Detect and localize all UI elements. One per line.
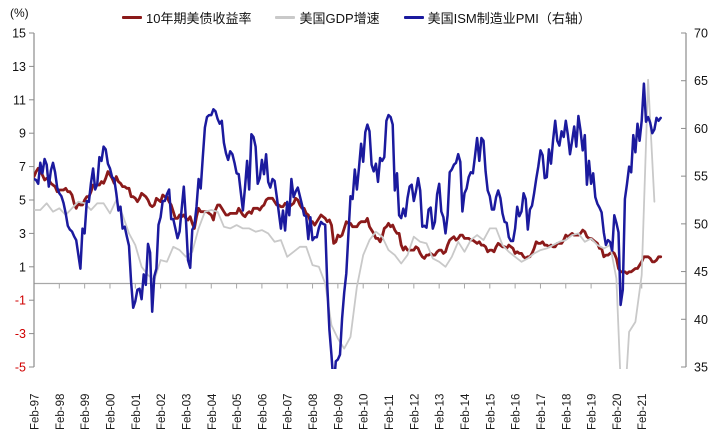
y-left-tick-label: 13 bbox=[12, 60, 26, 74]
x-axis-label: Feb-07 bbox=[283, 394, 295, 430]
y-left-tick-label: -5 bbox=[15, 361, 26, 375]
legend-swatch bbox=[122, 16, 142, 19]
x-axis-label: Feb-13 bbox=[435, 394, 447, 430]
y-right-tick-label: 55 bbox=[694, 170, 708, 184]
x-axis-label: Feb-18 bbox=[561, 394, 573, 430]
x-axis-label: Feb-02 bbox=[156, 394, 168, 430]
left-axis-unit-label: (%) bbox=[10, 6, 29, 20]
legend-label: 10年期美债收益率 bbox=[146, 11, 252, 26]
x-axis-label: Feb-20 bbox=[612, 394, 624, 430]
legend-swatch bbox=[275, 16, 296, 19]
x-axis-label: Feb-97 bbox=[30, 394, 42, 430]
x-axis-label: Feb-19 bbox=[587, 394, 599, 430]
x-axis-label: Feb-00 bbox=[105, 394, 117, 430]
y-left-tick-label: 7 bbox=[19, 160, 26, 174]
y-left-tick-label: 3 bbox=[19, 227, 26, 241]
x-axis-label: Feb-08 bbox=[308, 394, 320, 430]
y-right-tick-label: 70 bbox=[694, 27, 708, 41]
legend-swatch bbox=[403, 16, 424, 19]
y-left-tick-label: 9 bbox=[19, 127, 26, 141]
x-axis-label: Feb-12 bbox=[409, 394, 421, 430]
x-axis-label: Feb-01 bbox=[131, 394, 143, 430]
y-left-tick-label: 11 bbox=[13, 93, 26, 107]
x-axis-label: Feb-09 bbox=[333, 394, 345, 430]
x-axis-label: Feb-11 bbox=[384, 394, 396, 430]
series-line-1 bbox=[34, 78, 656, 369]
x-axis-label: Feb-99 bbox=[80, 394, 92, 430]
y-left-tick-label: -1 bbox=[15, 294, 26, 308]
y-right-tick-label: 50 bbox=[694, 217, 708, 231]
x-axis-label: Feb-10 bbox=[359, 394, 371, 430]
series-line-0 bbox=[34, 166, 663, 275]
x-axis-label: Feb-14 bbox=[460, 393, 472, 430]
y-right-tick-label: 60 bbox=[694, 122, 708, 136]
legend-label: 美国ISM制造业PMI（右轴） bbox=[427, 11, 591, 26]
y-left-tick-label: -3 bbox=[15, 327, 26, 341]
x-axis-label: Feb-03 bbox=[181, 394, 193, 430]
legend-item-ism-pmi: 美国ISM制造业PMI（右轴） bbox=[403, 8, 591, 27]
x-axis-label: Feb-15 bbox=[485, 394, 497, 430]
x-axis-label: Feb-04 bbox=[207, 393, 219, 430]
legend-item-gdp-growth: 美国GDP增速 bbox=[275, 8, 380, 27]
y-left-tick-label: 1 bbox=[19, 260, 26, 274]
y-left-tick-label: 15 bbox=[12, 27, 26, 41]
y-right-tick-label: 40 bbox=[694, 313, 708, 327]
x-axis-label: Feb-06 bbox=[257, 394, 269, 430]
y-right-tick-label: 45 bbox=[694, 265, 708, 279]
legend-item-treasury-yield: 10年期美债收益率 bbox=[122, 8, 251, 27]
series-line-2 bbox=[34, 82, 662, 369]
y-right-tick-label: 65 bbox=[694, 74, 708, 88]
legend-label: 美国GDP增速 bbox=[299, 11, 380, 26]
x-axis-label: Feb-21 bbox=[637, 394, 649, 430]
y-right-tick-label: 35 bbox=[694, 361, 708, 375]
x-axis-label: Feb-05 bbox=[232, 394, 244, 430]
x-axis-label: Feb-16 bbox=[511, 394, 523, 430]
y-left-tick-label: 5 bbox=[19, 194, 26, 208]
x-axis-label: Feb-98 bbox=[55, 394, 67, 430]
legend: 10年期美债收益率 美国GDP增速 美国ISM制造业PMI（右轴） bbox=[122, 8, 591, 27]
x-axis-label: Feb-17 bbox=[536, 394, 548, 430]
